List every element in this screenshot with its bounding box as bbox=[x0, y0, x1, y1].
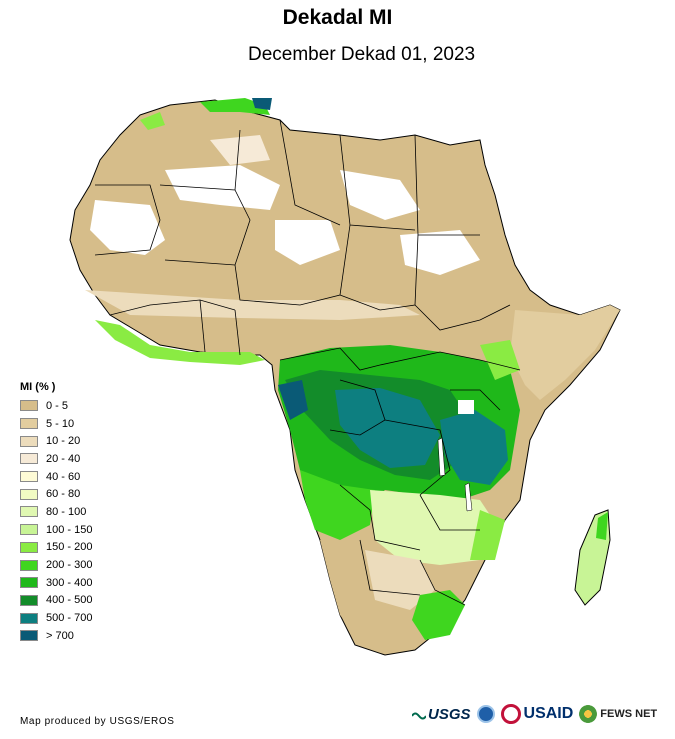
madagascar-east-green bbox=[596, 512, 608, 540]
usgs-logo: USGS bbox=[412, 706, 471, 723]
fews-net-logo: FEWS NET bbox=[579, 705, 657, 723]
legend-label: 60 - 80 bbox=[46, 488, 81, 501]
legend-label: 500 - 700 bbox=[46, 612, 93, 625]
legend-label: 300 - 400 bbox=[46, 576, 93, 589]
fews-net-logo-text: FEWS NET bbox=[600, 708, 658, 720]
legend-label: 150 - 200 bbox=[46, 541, 93, 554]
agency-logos: USGS USAID FEWS NET bbox=[412, 700, 657, 728]
legend-item: 40 - 60 bbox=[20, 468, 92, 486]
horn-of-africa-dry bbox=[510, 305, 620, 400]
legend-item: 400 - 500 bbox=[20, 592, 92, 610]
legend-swatch bbox=[20, 594, 38, 606]
legend-swatch bbox=[20, 435, 38, 447]
legend-swatch bbox=[20, 453, 38, 465]
legend-swatch bbox=[20, 506, 38, 518]
map-legend: MI (% ) 0 - 5 5 - 10 10 - 20 20 - 40 40 - 60… bbox=[20, 381, 92, 645]
legend-item: 60 - 80 bbox=[20, 485, 92, 503]
legend-item: 10 - 20 bbox=[20, 432, 92, 450]
sahara-light-zone-6 bbox=[210, 135, 270, 165]
namibia-dry bbox=[320, 540, 370, 635]
legend-label: 0 - 5 bbox=[46, 399, 69, 412]
legend-label: 10 - 20 bbox=[46, 435, 81, 448]
legend-item: 20 - 40 bbox=[20, 450, 92, 468]
east-africa-wet bbox=[440, 410, 508, 485]
usgs-wave-icon bbox=[412, 712, 426, 720]
usgs-logo-text: USGS bbox=[428, 705, 471, 723]
congo-basin-wet bbox=[335, 388, 440, 468]
legend-item: 0 - 5 bbox=[20, 397, 92, 415]
west-africa-coast-green bbox=[95, 320, 265, 365]
sahel-light-band bbox=[85, 290, 420, 320]
legend-label: > 700 bbox=[46, 629, 74, 642]
sahara-light-zone-3 bbox=[275, 220, 340, 265]
legend-item: 5 - 10 bbox=[20, 415, 92, 433]
legend-title: MI (% ) bbox=[20, 381, 56, 393]
noaa-logo-icon bbox=[476, 705, 495, 723]
legend-items: 0 - 5 5 - 10 10 - 20 20 - 40 40 - 60 60 - 80 8… bbox=[20, 397, 92, 645]
fews-net-icon bbox=[579, 705, 598, 723]
legend-label: 200 - 300 bbox=[46, 559, 93, 572]
usaid-logo: USAID bbox=[500, 704, 574, 724]
legend-swatch bbox=[20, 488, 38, 500]
legend-item: 300 - 400 bbox=[20, 574, 92, 592]
legend-item: 100 - 150 bbox=[20, 521, 92, 539]
lake-tanganyika bbox=[437, 437, 446, 477]
maghreb-green bbox=[200, 98, 270, 115]
lake-malawi bbox=[464, 482, 473, 512]
legend-swatch bbox=[20, 612, 38, 624]
legend-item: > 700 bbox=[20, 627, 92, 645]
south-africa-green bbox=[412, 590, 465, 640]
maghreb-wet bbox=[252, 98, 272, 110]
usaid-logo-text: USAID bbox=[523, 705, 574, 722]
sahara-light-zone-1 bbox=[90, 200, 165, 255]
legend-swatch bbox=[20, 559, 38, 571]
legend-label: 400 - 500 bbox=[46, 594, 93, 607]
lake-victoria-blank bbox=[458, 400, 474, 414]
map-title: Dekadal MI bbox=[282, 6, 393, 29]
legend-item: 80 - 100 bbox=[20, 503, 92, 521]
legend-item: 500 - 700 bbox=[20, 609, 92, 627]
legend-label: 40 - 60 bbox=[46, 470, 81, 483]
legend-swatch bbox=[20, 577, 38, 589]
legend-swatch bbox=[20, 630, 38, 642]
usaid-seal-icon bbox=[500, 704, 521, 724]
angola-zambia-green bbox=[300, 470, 375, 540]
africa-moisture-index-map bbox=[69, 98, 621, 656]
gulf-guinea-wet bbox=[278, 380, 308, 420]
legend-swatch bbox=[20, 418, 38, 430]
legend-swatch bbox=[20, 541, 38, 553]
legend-label: 100 - 150 bbox=[46, 523, 93, 536]
map-credit: Map produced by USGS/EROS bbox=[20, 716, 175, 727]
sahara-light-zone-4 bbox=[340, 170, 420, 220]
legend-swatch bbox=[20, 471, 38, 483]
legend-label: 5 - 10 bbox=[46, 417, 75, 430]
sahara-light-zone-5 bbox=[400, 230, 480, 275]
kenya-green bbox=[480, 340, 520, 380]
morocco-green bbox=[140, 112, 165, 130]
legend-label: 20 - 40 bbox=[46, 452, 81, 465]
legend-label: 80 - 100 bbox=[46, 505, 87, 518]
sahara-light-zone-2 bbox=[165, 165, 280, 210]
mozambique-green bbox=[470, 510, 505, 560]
legend-swatch bbox=[20, 400, 38, 412]
country-borders bbox=[94, 119, 521, 606]
legend-item: 150 - 200 bbox=[20, 539, 92, 557]
legend-item: 200 - 300 bbox=[20, 556, 92, 574]
map-subtitle: December Dekad 01, 2023 bbox=[248, 44, 476, 65]
legend-swatch bbox=[20, 524, 38, 536]
